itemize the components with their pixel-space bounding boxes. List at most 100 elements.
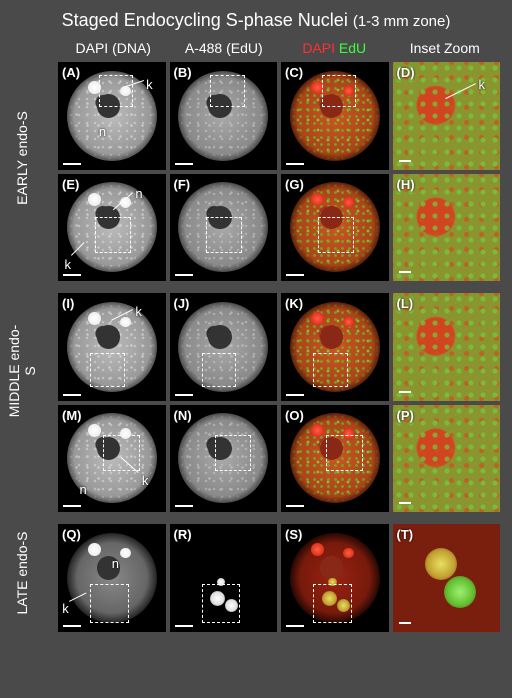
inset-box — [206, 217, 242, 253]
panel-letter: (H) — [397, 177, 415, 192]
scale-bar — [399, 271, 411, 273]
panel-A: (A) k n — [58, 62, 166, 170]
col-header-dapi: DAPI (DNA) — [58, 40, 169, 56]
inset-box — [313, 353, 347, 387]
inset-box — [103, 435, 139, 471]
annotation-k: k — [146, 77, 153, 92]
panel-S: (S) — [281, 524, 389, 632]
panel-M: (M) n k — [58, 405, 166, 513]
panel-G: (G) — [281, 174, 389, 282]
inset-box — [326, 435, 362, 471]
panel-row: (Q)nk(R)(S)(T) — [58, 524, 500, 632]
panel-letter: (K) — [285, 296, 303, 311]
inset-box — [90, 584, 129, 623]
scale-bar — [286, 163, 304, 165]
panel-F: (F) — [170, 174, 278, 282]
annotation-n: n — [135, 186, 142, 201]
panel-T: (T) — [393, 524, 501, 632]
panel-D: (D) k — [393, 62, 501, 170]
merge-dapi-label: DAPI — [302, 40, 335, 56]
scale-bar — [286, 394, 304, 396]
stage-label-late: LATE endo-S — [14, 523, 30, 623]
inset-box — [318, 217, 354, 253]
panel-letter: (A) — [62, 65, 80, 80]
figure-panel: Staged Endocycling S-phase Nuclei (1-3 m… — [0, 0, 512, 698]
panel-letter: (I) — [62, 296, 74, 311]
panel-row: (A) k n (B) (C) (D) k — [58, 62, 500, 170]
panel-letter: (M) — [62, 408, 82, 423]
scale-bar — [63, 625, 81, 627]
column-headers: DAPI (DNA) A-488 (EdU) DAPI EdU Inset Zo… — [58, 40, 500, 56]
panel-letter: (R) — [174, 527, 192, 542]
col-header-merge: DAPI EdU — [279, 40, 390, 56]
panel-letter: (O) — [285, 408, 304, 423]
annotation-k: k — [142, 473, 149, 488]
inset-box — [210, 75, 244, 107]
panel-letter: (L) — [397, 296, 414, 311]
panel-O: (O) — [281, 405, 389, 513]
panel-letter: (P) — [397, 408, 414, 423]
panel-L: (L) — [393, 293, 501, 401]
col-header-zoom: Inset Zoom — [390, 40, 501, 56]
panel-letter: (F) — [174, 177, 191, 192]
panel-row: (E)nk(F)(G)(H) — [58, 174, 500, 282]
scale-bar — [286, 274, 304, 276]
panel-letter: (C) — [285, 65, 303, 80]
title-main: Staged Endocycling S-phase Nuclei — [62, 10, 348, 30]
inset-box — [322, 75, 356, 107]
inset-box — [99, 75, 133, 107]
panel-C: (C) — [281, 62, 389, 170]
scale-bar — [399, 160, 411, 162]
merge-edu-label: EdU — [339, 40, 366, 56]
panel-Q: (Q)nk — [58, 524, 166, 632]
scale-bar — [399, 502, 411, 504]
col-header-edu: A-488 (EdU) — [169, 40, 280, 56]
panel-I: (I) k — [58, 293, 166, 401]
panel-letter: (Q) — [62, 527, 81, 542]
panel-row: (M) n k (N) (O) (P) — [58, 405, 500, 513]
scale-bar — [175, 274, 193, 276]
scale-bar — [175, 625, 193, 627]
scale-bar — [286, 505, 304, 507]
panel-H: (H) — [393, 174, 501, 282]
annotation-n: n — [112, 556, 119, 571]
stage-label-early: EARLY endo-S — [14, 108, 30, 208]
panel-letter: (D) — [397, 65, 415, 80]
panel-letter: (G) — [285, 177, 304, 192]
figure-title: Staged Endocycling S-phase Nuclei (1-3 m… — [0, 0, 512, 31]
panel-K: (K) — [281, 293, 389, 401]
panel-J: (J) — [170, 293, 278, 401]
panel-E: (E)nk — [58, 174, 166, 282]
scale-bar — [286, 625, 304, 627]
title-paren: (1-3 mm zone) — [353, 13, 451, 30]
inset-box — [95, 217, 131, 253]
panel-letter: (B) — [174, 65, 192, 80]
panel-B: (B) — [170, 62, 278, 170]
stage-label-middle: MIDDLE endo-S — [6, 321, 38, 421]
annotation-k: k — [479, 77, 486, 92]
panel-row: (I) k (J) (K) (L) — [58, 293, 500, 401]
panel-letter: (N) — [174, 408, 192, 423]
annotation-n: n — [80, 482, 87, 497]
inset-box — [313, 584, 352, 623]
scale-bar — [399, 391, 411, 393]
panel-letter: (J) — [174, 296, 190, 311]
scale-bar — [175, 163, 193, 165]
annotation-k: k — [135, 304, 142, 319]
panel-letter: (T) — [397, 527, 414, 542]
panel-P: (P) — [393, 405, 501, 513]
inset-box — [202, 584, 241, 623]
scale-bar — [399, 622, 411, 624]
panel-grid: (A)kn(B)(C)(D)k(E)nk(F)(G)(H)(I)k(J)(K)(… — [58, 62, 500, 686]
scale-bar — [63, 394, 81, 396]
annotation-n: n — [99, 124, 106, 139]
scale-bar — [63, 163, 81, 165]
scale-bar — [63, 505, 81, 507]
scale-bar — [63, 274, 81, 276]
panel-R: (R) — [170, 524, 278, 632]
panel-letter: (S) — [285, 527, 302, 542]
inset-box — [90, 353, 124, 387]
panel-letter: (E) — [62, 177, 79, 192]
inset-box — [215, 435, 251, 471]
scale-bar — [175, 505, 193, 507]
